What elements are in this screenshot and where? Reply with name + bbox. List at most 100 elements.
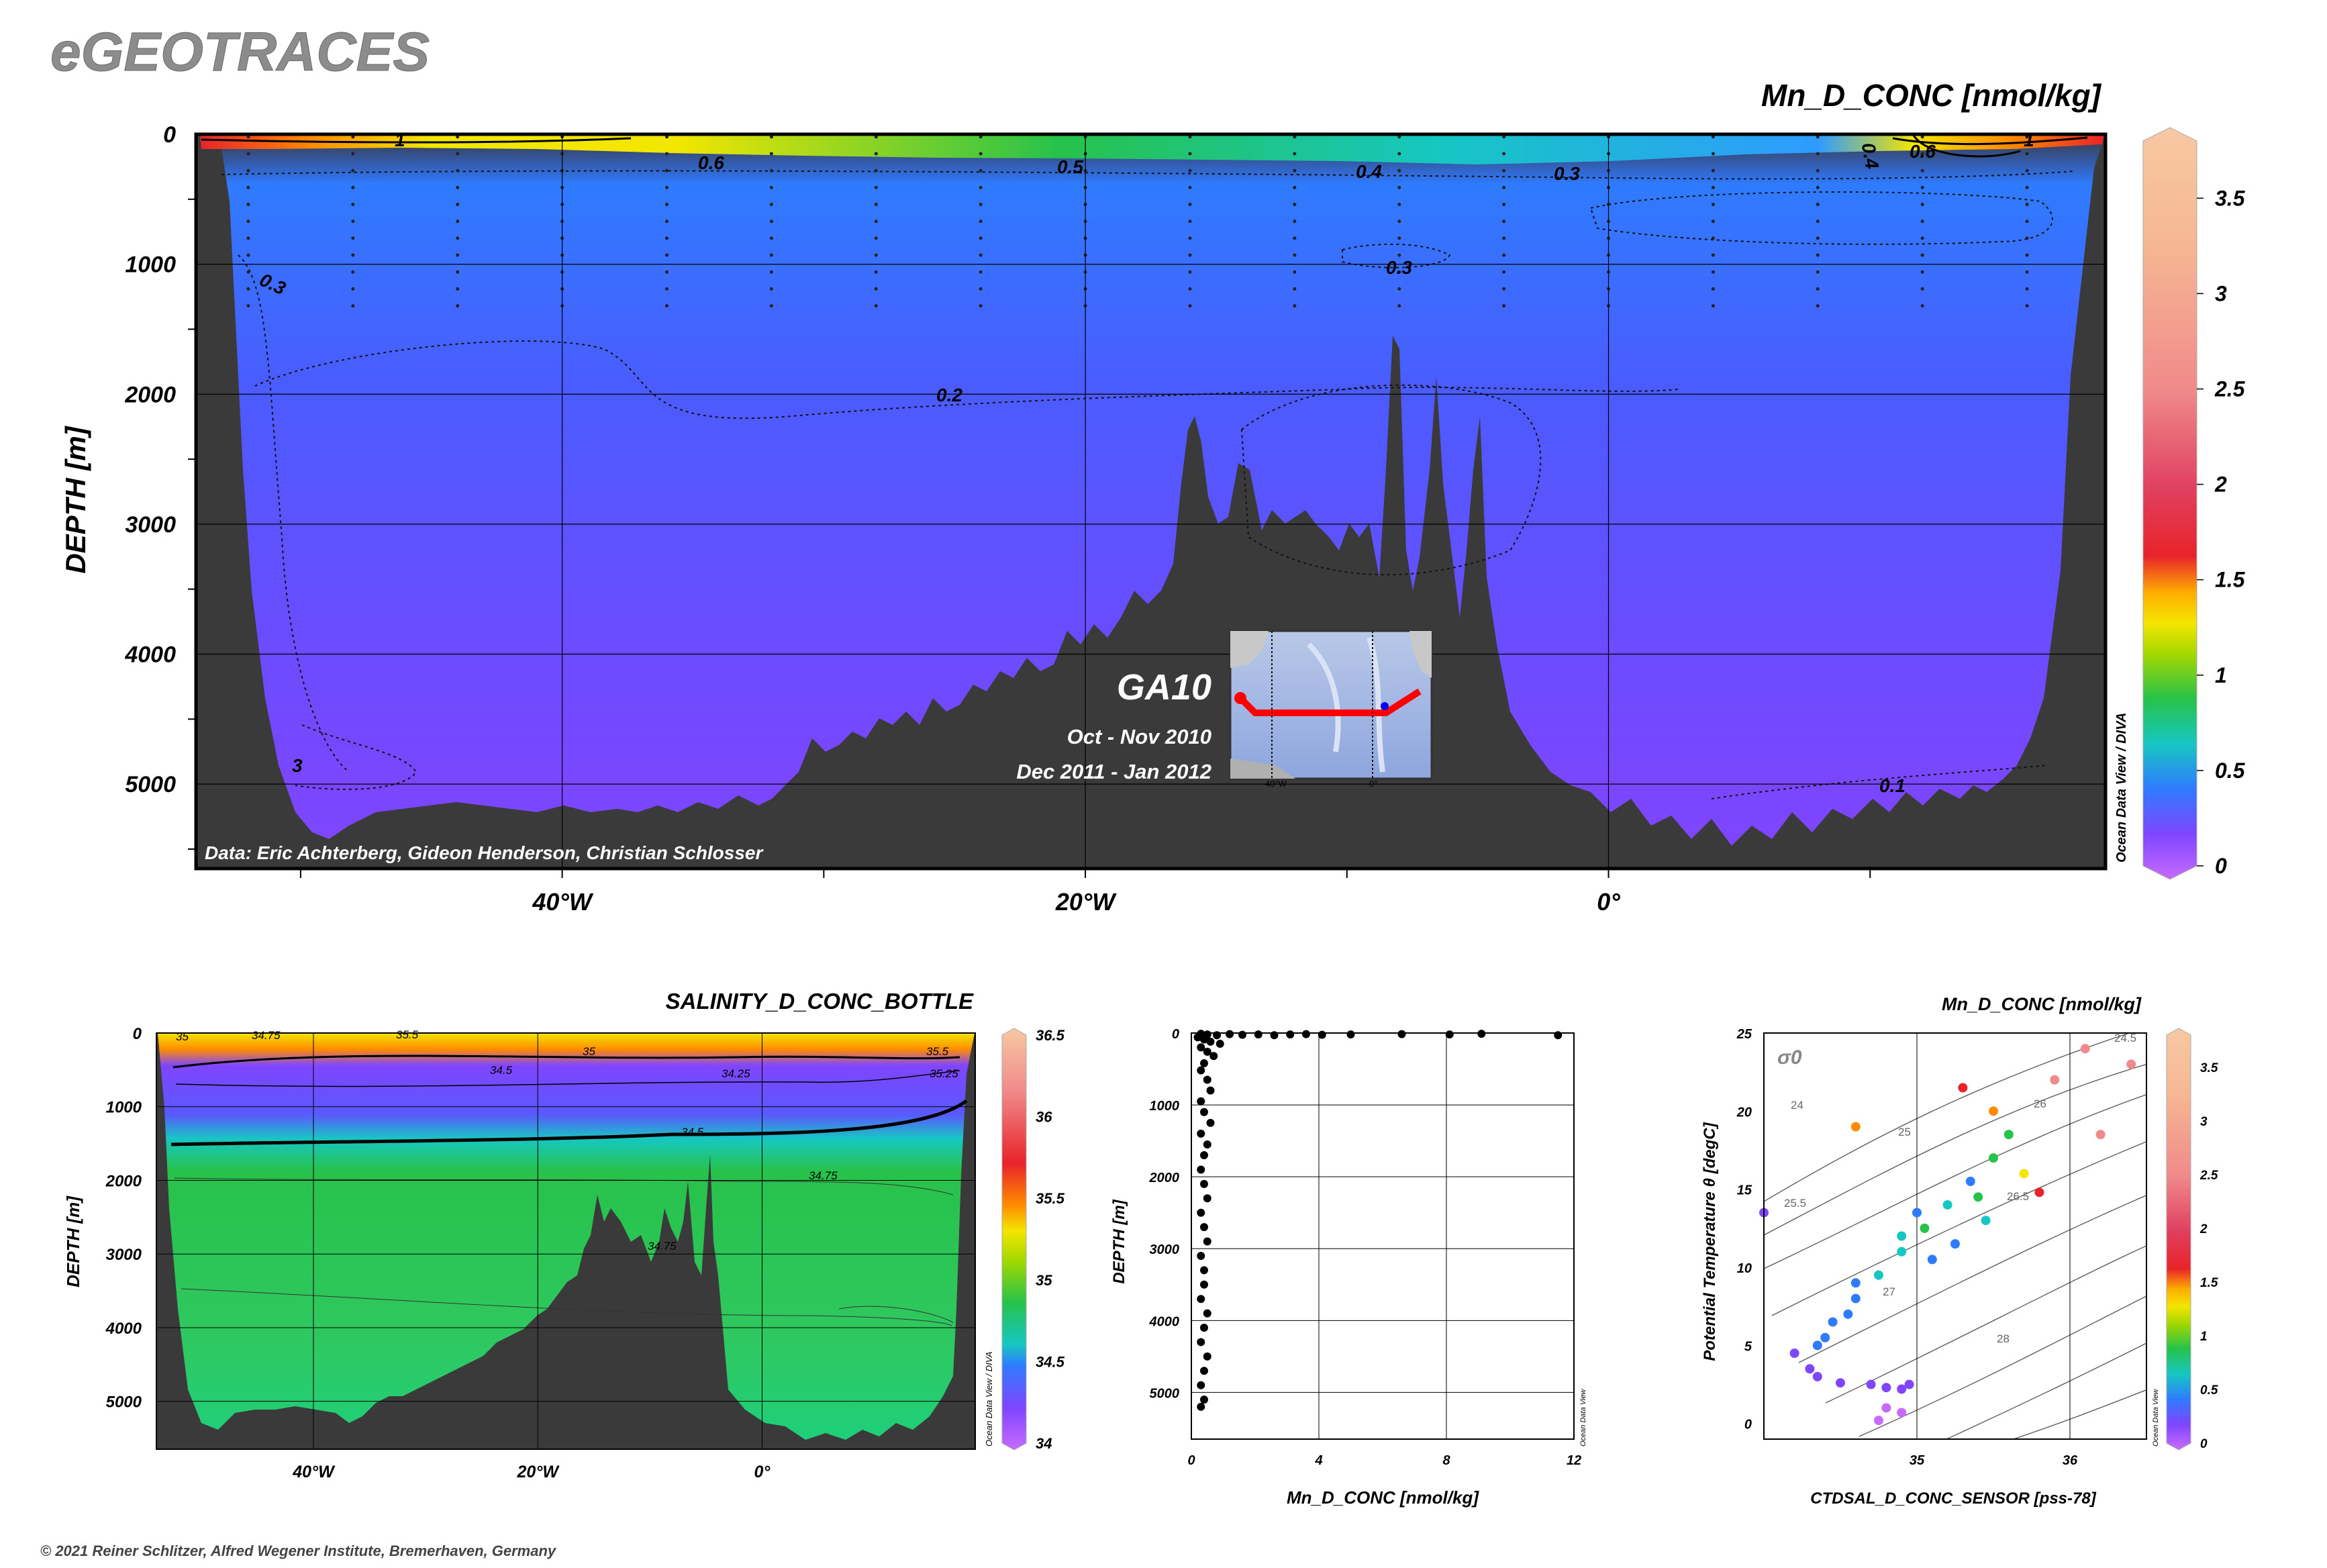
y-tick-label: 0 <box>1744 1418 1752 1432</box>
contour-label: 0.4 <box>1858 141 1883 170</box>
sample-dot <box>1188 270 1192 274</box>
data-point <box>1874 1270 1883 1280</box>
sample-dot <box>1711 287 1715 291</box>
sample-dot <box>1502 219 1506 224</box>
y-tick-label: 5 <box>1744 1339 1752 1354</box>
sample-dot <box>769 219 773 224</box>
sample-dot <box>1293 152 1297 156</box>
main-grid <box>196 134 2106 869</box>
data-point <box>1200 1059 1208 1067</box>
sal-x-ticks: 40°W 20°W 0° <box>292 1463 771 1481</box>
sal-colorbar <box>1001 1028 1027 1451</box>
data-point <box>1226 1030 1234 1038</box>
sample-dot <box>1188 185 1192 189</box>
data-point <box>1200 1151 1208 1160</box>
x-tick-label: 40°W <box>292 1463 336 1481</box>
sample-dot <box>1711 168 1715 173</box>
sample-dot <box>665 236 669 240</box>
data-point <box>1866 1379 1876 1389</box>
colorbar-label: 0.5 <box>2215 758 2246 783</box>
sample-dot <box>1293 203 1297 207</box>
data-point <box>1197 1043 1205 1052</box>
colorbar-label: 36 <box>1036 1109 1052 1126</box>
sample-dot <box>2025 253 2029 257</box>
sample-dot <box>246 253 250 257</box>
sample-dot <box>1502 253 1506 257</box>
sample-dot <box>874 287 878 291</box>
data-point <box>1789 1349 1799 1359</box>
sample-dot <box>456 185 460 189</box>
data-point <box>1216 1040 1224 1048</box>
y-tick-label: 3000 <box>1150 1242 1180 1257</box>
sal-contour-label: 34.25 <box>722 1067 750 1080</box>
main-credit: Data: Eric Achterberg, Gideon Henderson,… <box>205 842 764 863</box>
y-tick-label: 0 <box>133 1025 142 1043</box>
colorbar-label: 34.5 <box>1036 1353 1065 1370</box>
sample-dot <box>874 304 878 308</box>
data-point <box>1958 1083 1968 1093</box>
sample-dot <box>456 304 460 308</box>
ts-isopycnals <box>1764 1033 2146 1439</box>
sample-dot <box>979 219 983 224</box>
data-point <box>1302 1030 1310 1038</box>
y-tick-label: 2000 <box>124 382 176 407</box>
sample-dot <box>351 219 355 224</box>
ts-colorbar-ticks: 0 0.5 1 1.5 2 2.5 3 3.5 <box>2199 1061 2218 1451</box>
sample-dot <box>351 203 355 207</box>
sample-dot <box>1920 168 1924 173</box>
data-point <box>1200 1324 1208 1332</box>
isopycnal-label: 24.5 <box>2114 1032 2136 1044</box>
sample-dot <box>769 287 773 291</box>
sample-dot <box>1816 253 1820 257</box>
sample-dot <box>1397 168 1401 173</box>
sample-dot <box>665 270 669 274</box>
sample-dot <box>1920 185 1924 189</box>
data-point <box>2126 1059 2136 1069</box>
brand-logo: eGEOTRACES <box>50 21 430 83</box>
data-point <box>1881 1403 1891 1413</box>
sample-dot <box>2025 203 2029 207</box>
sample-dot <box>665 287 669 291</box>
sample-dot <box>2025 185 2029 189</box>
data-point <box>1477 1030 1486 1038</box>
y-tick-label: 25 <box>1736 1027 1752 1042</box>
data-point <box>1989 1106 1998 1116</box>
mn-contour-labels: 1 0.6 0.5 0.4 0.3 0.4 0.6 1 0.3 0.3 0.2 … <box>256 130 2034 796</box>
data-point <box>2095 1130 2106 1140</box>
colorbar-label: 1 <box>2200 1330 2208 1344</box>
profile-grid <box>1191 1033 1574 1439</box>
sample-dot <box>456 287 460 291</box>
x-tick-label: 0 <box>1187 1453 1195 1468</box>
sample-dot <box>874 253 878 257</box>
data-point <box>1203 1194 1211 1203</box>
sample-dot <box>665 185 669 189</box>
sample-dot <box>456 270 460 274</box>
data-point <box>1197 1251 1205 1260</box>
sample-dot <box>1397 135 1401 139</box>
sample-dot <box>351 185 355 189</box>
data-point <box>1318 1030 1326 1039</box>
main-plot-frame <box>194 132 2108 871</box>
y-tick-label: 1000 <box>125 252 176 278</box>
sample-dot <box>1293 219 1297 224</box>
sample-dot <box>2025 236 2029 240</box>
sample-dot <box>1816 219 1820 224</box>
sample-dot <box>2025 270 2029 274</box>
sample-dot <box>1920 287 1924 291</box>
data-point <box>1897 1231 1907 1241</box>
sample-dot <box>1711 236 1715 240</box>
data-point <box>2080 1044 2090 1054</box>
ts-x-axis-label: CTDSAL_D_CONC_SENSOR [pss-78] <box>1810 1489 2096 1508</box>
data-point <box>1445 1030 1454 1039</box>
y-tick-label: 2000 <box>1149 1171 1180 1185</box>
mn-surface-layer <box>200 134 2104 164</box>
sample-dot <box>1188 304 1192 308</box>
data-point <box>1197 1402 1205 1411</box>
sample-dot <box>1397 203 1401 207</box>
sample-dot <box>979 236 983 240</box>
mn-contours <box>221 170 2075 799</box>
sample-dot <box>1293 236 1297 240</box>
isopycnal-label: 28 <box>1997 1332 2010 1345</box>
sample-dot <box>246 168 250 173</box>
data-point <box>1200 1108 1208 1116</box>
